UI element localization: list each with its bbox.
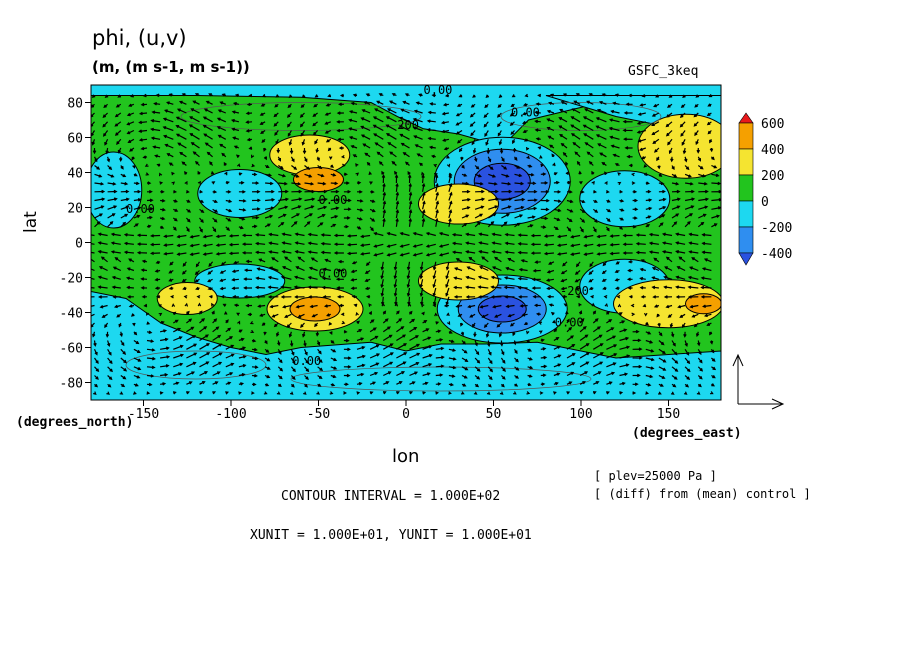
high-s-2: [156, 282, 218, 315]
colorbar-segment: [738, 148, 754, 176]
high-eq-s: [418, 261, 499, 301]
colorbar-label: -200: [761, 221, 792, 236]
x-tick-label: 150: [657, 407, 680, 422]
note-plev: [ plev=25000 Pa ]: [594, 469, 717, 483]
colorbar-label: 200: [761, 169, 784, 184]
high-eq-n: [418, 183, 499, 225]
x-tick-label: 0: [402, 407, 410, 422]
high-n-1-core: [293, 167, 344, 192]
colorbar-label: -400: [761, 247, 792, 262]
high-ne: [637, 113, 721, 179]
low-nw-north: [197, 169, 283, 218]
x-tick-label: 100: [569, 407, 592, 422]
x-units-label: (degrees_east): [632, 426, 742, 441]
contour-label: 200: [397, 118, 419, 132]
contour-label: -200: [560, 284, 589, 298]
contour-north-1: [180, 102, 422, 131]
contour-north-2: [500, 102, 662, 131]
x-tick-label: -150: [128, 407, 159, 422]
reference-vector-v-head: [732, 353, 744, 367]
reference-vector-u-head: [771, 398, 785, 410]
contour-label: 0.00: [511, 106, 540, 120]
y-tick-label: 0: [75, 237, 83, 252]
x-axis-label: lon: [392, 446, 420, 467]
y-tick-label: -60: [60, 342, 83, 357]
low-ne-north: [579, 170, 671, 228]
y-tick-label: 20: [67, 202, 83, 217]
colorbar-label: 0: [761, 195, 769, 210]
low-w-north: [91, 151, 143, 229]
vector-units-label: XUNIT = 1.000E+01, YUNIT = 1.000E+01: [250, 528, 532, 543]
low-nw-south: [194, 263, 286, 299]
south-polar-negative: [91, 290, 721, 400]
axes: -150 -100 -50 0 50 100 150806040200-20-40-60-8…: [60, 97, 681, 423]
y-tick-label: -40: [60, 307, 83, 322]
high-s-1-core: [289, 296, 341, 322]
contour-south-2: [125, 350, 267, 380]
reference-vector: [732, 353, 785, 410]
y-tick-label: 60: [67, 132, 83, 147]
colorbar-segment: [738, 200, 754, 228]
model-label: GSFC_3keq: [628, 64, 699, 79]
colorbar-segment: [738, 174, 754, 202]
high-se-core: [685, 293, 721, 315]
colorbar-label: 600: [761, 117, 784, 132]
colorbar: 600 400 200 0 -200 -400: [738, 112, 792, 266]
colorbar-segment: [738, 122, 754, 150]
y-tick-label: 40: [67, 167, 83, 182]
y-tick-label: 80: [67, 97, 83, 112]
x-tick-label: 50: [486, 407, 502, 422]
colorbar-label: 400: [761, 143, 784, 158]
chart-title: phi, (u,v): [92, 26, 187, 50]
y-axis-label: lat: [21, 211, 41, 233]
colorbar-bottom-arrow: [738, 252, 754, 266]
y-units-label: (degrees_north): [16, 415, 134, 430]
x-tick-label: -100: [215, 407, 246, 422]
note-diff: [ (diff) from (mean) control ]: [594, 487, 811, 501]
wind-vectors: [91, 93, 721, 395]
colorbar-top-arrow: [738, 112, 754, 124]
x-tick-label: -50: [307, 407, 330, 422]
contour-label: 0.00: [424, 83, 453, 97]
y-tick-label: -20: [60, 272, 83, 287]
colorbar-segment: [738, 226, 754, 254]
chart-units: (m, (m s-1, m s-1)): [92, 58, 250, 76]
y-tick-label: -80: [60, 377, 83, 392]
contour-label: 0.00: [555, 316, 584, 330]
contour-label: 0.00: [126, 202, 155, 216]
contour-interval-label: CONTOUR INTERVAL = 1.000E+02: [281, 489, 501, 504]
wind-vector-field: [91, 93, 721, 395]
low-s-core: [477, 295, 527, 323]
